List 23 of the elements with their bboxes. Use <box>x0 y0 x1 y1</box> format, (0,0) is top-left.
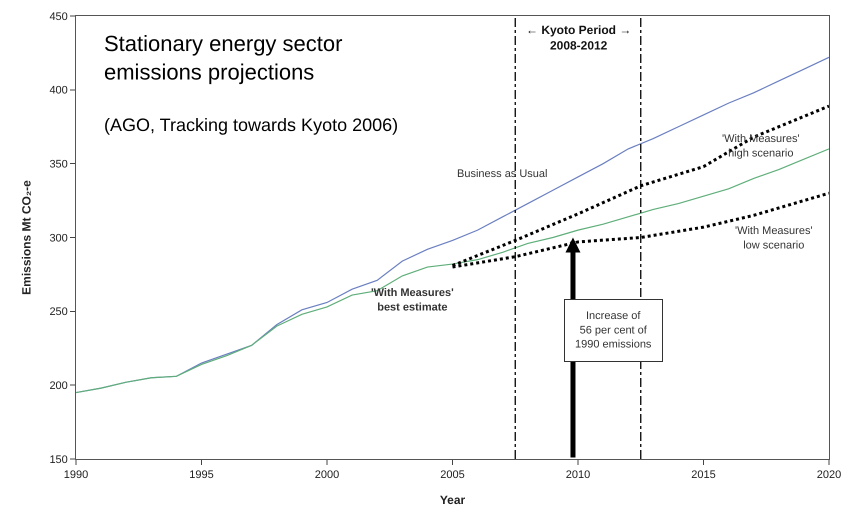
x-tick-label: 2005 <box>440 469 465 482</box>
annotation: ← Kyoto Period → 2008-2012 <box>526 23 632 53</box>
x-tick-label: 1990 <box>64 469 88 482</box>
text: (AGO, Tracking towards Kyoto 2006) <box>104 115 398 135</box>
y-tick-label: 350 <box>49 158 68 171</box>
y-tick-label: 300 <box>49 232 68 244</box>
annotation: Increase of 56 per cent of 1990 emissions <box>575 310 652 351</box>
y-tick-label: 450 <box>49 10 68 23</box>
x-tick-label: 2015 <box>691 469 716 482</box>
y-tick-label: 150 <box>49 454 68 466</box>
x-tick-label: 1995 <box>189 469 214 482</box>
x-tick-label: 2020 <box>816 469 842 482</box>
x-tick-label: 2010 <box>566 469 590 482</box>
x-axis-title: Year <box>440 493 466 508</box>
y-axis-title: Emissions Mt CO₂-e <box>20 180 34 295</box>
x-tick-label: 2000 <box>314 469 340 482</box>
text: Stationary energy sector emissions projections <box>104 31 342 85</box>
series-label: 'With Measures' best estimate <box>371 287 454 314</box>
series-label: 'With Measures' high scenario <box>722 133 800 160</box>
y-tick-label: 250 <box>49 306 68 318</box>
series-label: 'With Measures' low scenario <box>735 225 813 252</box>
y-tick-label: 400 <box>49 84 68 97</box>
y-tick-label: 200 <box>49 380 68 392</box>
